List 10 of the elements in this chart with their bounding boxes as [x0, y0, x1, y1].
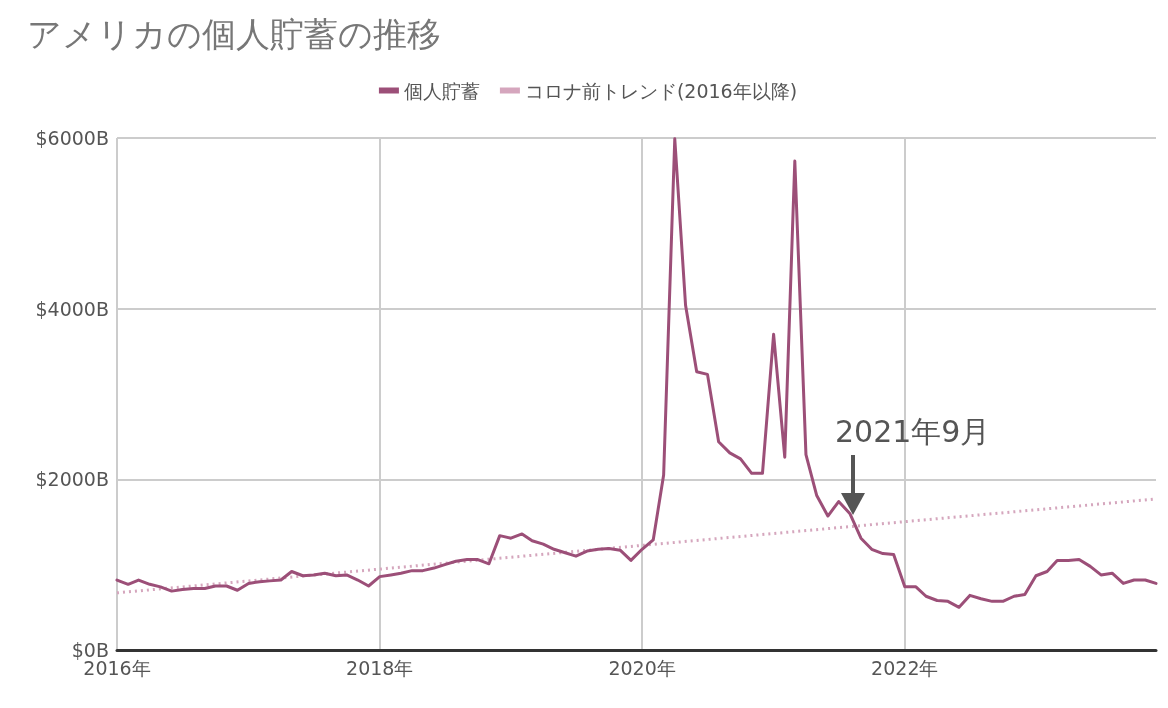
annotation: 2021年9月: [835, 413, 991, 449]
y-tick-label: $6000B: [35, 127, 109, 149]
y-tick-label: $2000B: [35, 468, 109, 491]
y-tick-label: $4000B: [35, 297, 109, 320]
x-tick-label: 2018年: [346, 656, 414, 679]
legend-label: 個人貯蓄: [403, 79, 480, 102]
x-tick-label: 2022年: [871, 656, 939, 679]
legend-label: コロナ前トレンド(2016年以降): [524, 79, 798, 102]
x-tick-label: 2020年: [608, 656, 676, 679]
chart-title: アメリカの個人貯蓄の推移: [27, 14, 441, 54]
